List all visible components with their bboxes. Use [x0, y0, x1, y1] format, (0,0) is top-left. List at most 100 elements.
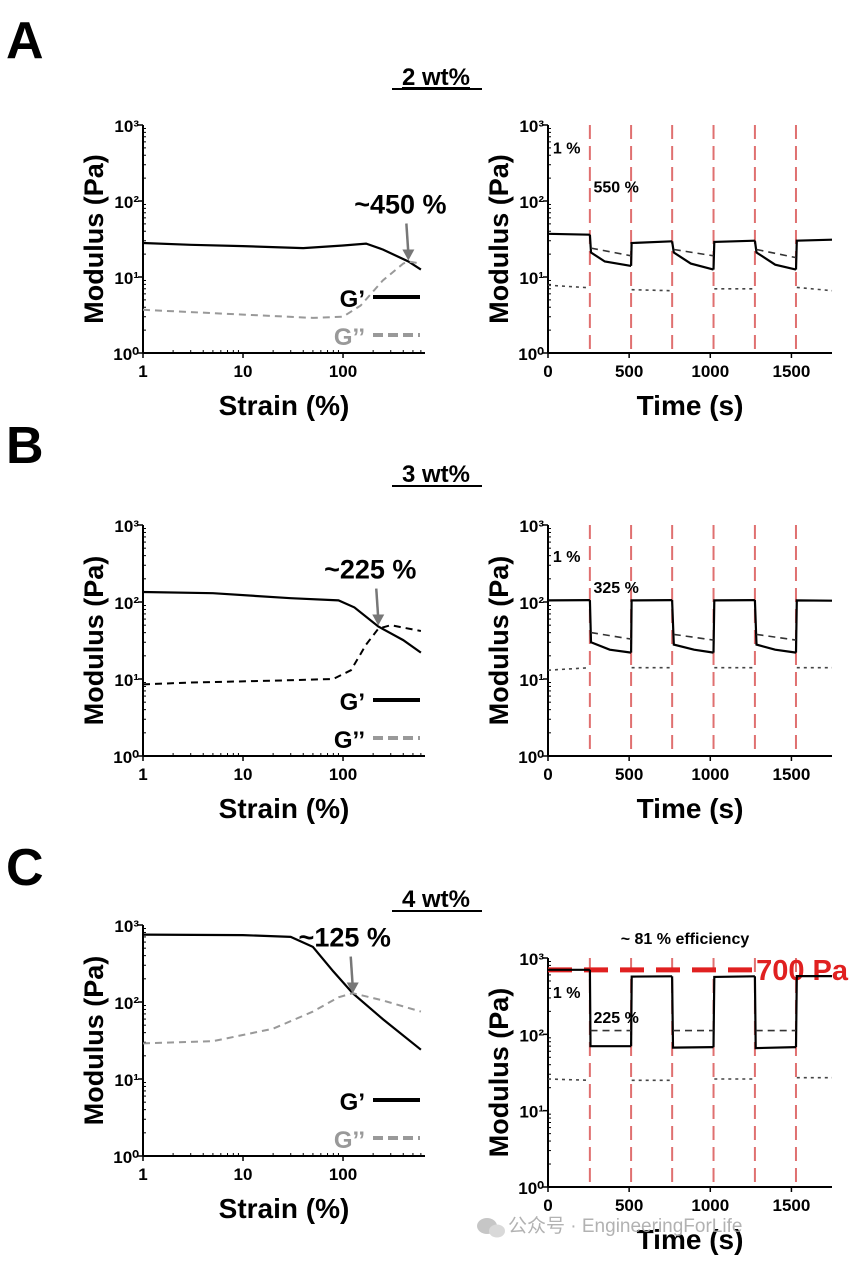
y-tick-label: 10⁰	[518, 1179, 544, 1198]
crossover-annotation: ~450 %	[354, 189, 446, 219]
panel-title-c: 4 wt%	[402, 886, 470, 913]
series-g-double-prime-line	[631, 288, 673, 292]
x-tick-label: 1	[138, 765, 147, 784]
y-tick-label: 10³	[519, 517, 544, 536]
series-g-prime-line	[142, 933, 422, 1051]
series-g-double-prime-line	[673, 633, 714, 641]
x-tick-label: 100	[329, 362, 357, 381]
crossover-annotation: ~125 %	[299, 923, 391, 953]
y-tick-label: 10¹	[519, 269, 544, 288]
y-tick-label: 10²	[519, 193, 544, 212]
chart-C-strain: 10⁰ 10¹ 10² 10³ 1 10 100 Strain (%) Modulus (Pa)…	[79, 917, 425, 1224]
crossover-arrow	[349, 956, 354, 987]
legend-label-g-prime: G’	[340, 286, 365, 313]
panel-headers: A 2 wt% B 3 wt% C 4 wt%	[6, 12, 482, 913]
x-axis-label: Strain (%)	[219, 793, 350, 824]
series-g-prime-line	[588, 234, 632, 267]
arrow-head-icon	[372, 614, 385, 626]
strain-label: 225 %	[593, 1010, 638, 1027]
crossover-annotation: ~225 %	[324, 555, 416, 585]
strain-label: 1 %	[553, 985, 581, 1002]
panel-letter-b: B	[6, 417, 44, 475]
series-g-prime-line	[671, 600, 714, 654]
x-tick-label: 1500	[773, 362, 811, 381]
x-tick-label: 0	[543, 765, 552, 784]
x-tick-label: 10	[234, 765, 253, 784]
x-axis-label: Strain (%)	[219, 390, 350, 421]
series-g-prime-line	[794, 975, 832, 1048]
panel-letter-c: C	[6, 839, 44, 897]
series-g-prime-line	[753, 600, 797, 654]
series-g-prime-line	[712, 975, 755, 1048]
legend-label-g-double-prime: G’’	[334, 324, 365, 351]
series-g-prime-line	[712, 599, 755, 653]
series-g-double-prime-line	[142, 624, 422, 686]
series-g-prime-line	[671, 241, 714, 271]
y-tick-label: 10¹	[114, 1071, 139, 1090]
y-tick-label: 10²	[519, 594, 544, 613]
series-g-prime-line	[142, 241, 422, 271]
y-axis-label: Modulus (Pa)	[79, 956, 109, 1126]
chart-B-strain: 10⁰ 10¹ 10² 10³ 1 10 100 Strain (%) Modulus (Pa)…	[79, 517, 425, 824]
x-tick-label: 1000	[691, 1196, 729, 1215]
panel-title-a: 2 wt%	[402, 64, 470, 91]
crossover-arrow	[375, 588, 380, 619]
series-g-prime-line	[630, 599, 673, 653]
y-tick-label: 10¹	[114, 671, 139, 690]
reference-line-label: 700 Pa	[756, 955, 849, 987]
x-tick-label: 10	[234, 1165, 253, 1184]
y-tick-label: 10⁰	[113, 748, 139, 767]
series-g-double-prime-line	[590, 631, 632, 640]
crossover-arrow	[405, 223, 410, 254]
series-g-double-prime-line	[142, 992, 422, 1045]
x-tick-label: 1000	[691, 362, 729, 381]
chart-A-strain: 10⁰ 10¹ 10² 10³ 1 10 100 Strain (%) Modulus (Pa)…	[79, 117, 447, 421]
legend-label-g-double-prime: G’’	[334, 1127, 365, 1154]
y-tick-label: 10⁰	[113, 1148, 139, 1167]
x-tick-label: 0	[543, 1196, 552, 1215]
x-tick-label: 500	[615, 765, 643, 784]
series-g-double-prime-line	[547, 666, 590, 671]
series-g-prime-line	[794, 599, 833, 653]
y-tick-label: 10⁰	[518, 345, 544, 364]
series-g-double-prime-line	[547, 1078, 590, 1082]
strain-label: 1 %	[553, 141, 581, 158]
series-g-prime-line	[547, 232, 590, 236]
strain-label: 1 %	[553, 549, 581, 566]
series-g-prime-line	[712, 239, 755, 270]
y-tick-label: 10³	[114, 117, 139, 136]
y-axis-label: Modulus (Pa)	[484, 556, 514, 726]
series-g-double-prime-line	[756, 248, 797, 259]
arrow-head-icon	[346, 982, 359, 994]
series-g-prime-line	[753, 976, 797, 1050]
y-tick-label: 10³	[519, 117, 544, 136]
x-tick-label: 1	[138, 1165, 147, 1184]
y-tick-label: 10³	[519, 950, 544, 969]
x-tick-label: 1500	[773, 765, 811, 784]
chart-A-time: 10⁰ 10¹ 10² 10³ 0 500 1000 1500 Time (s) Modulus …	[484, 117, 833, 421]
x-axis-label: Strain (%)	[219, 1193, 350, 1224]
x-axis-label: Time (s)	[637, 1224, 744, 1255]
efficiency-note: ~ 81 % efficiency	[621, 931, 750, 948]
watermark: 公众号 · EngineeringForLife	[508, 1215, 742, 1237]
y-tick-label: 10¹	[519, 1103, 544, 1122]
x-tick-label: 10	[234, 362, 253, 381]
wechat-icon	[477, 1218, 505, 1238]
x-tick-label: 100	[329, 1165, 357, 1184]
x-axis-label: Time (s)	[637, 390, 744, 421]
y-tick-label: 10¹	[114, 269, 139, 288]
y-tick-label: 10²	[114, 193, 139, 212]
y-tick-label: 10²	[114, 994, 139, 1013]
x-axis-label: Time (s)	[637, 793, 744, 824]
y-tick-label: 10³	[114, 517, 139, 536]
series-g-double-prime-line	[673, 248, 714, 257]
chart-B-time: 10⁰ 10¹ 10² 10³ 0 500 1000 1500 Time (s) Modulus …	[484, 517, 833, 824]
legend-label-g-prime: G’	[340, 1089, 365, 1116]
series-g-prime-line	[794, 238, 833, 270]
series-g-double-prime-line	[547, 284, 590, 289]
series-g-prime-line	[671, 976, 714, 1049]
series-g-prime-line	[588, 600, 632, 654]
y-tick-label: 10²	[114, 594, 139, 613]
